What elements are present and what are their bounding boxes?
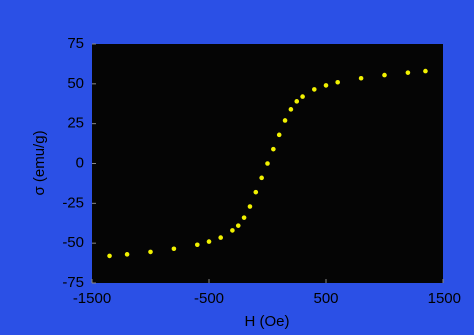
y-tick-label: 75: [67, 35, 84, 52]
data-point: [259, 175, 264, 181]
x-tick-label: 500: [313, 290, 338, 307]
data-point: [282, 118, 288, 123]
data-point: [405, 70, 411, 75]
data-point: [335, 79, 341, 85]
data-point: [294, 99, 300, 104]
y-tick-label: 50: [67, 75, 84, 92]
data-point: [323, 83, 329, 88]
data-point: [218, 235, 223, 240]
data-point: [423, 68, 428, 74]
x-tick-label: -1500: [73, 290, 111, 307]
data-point: [206, 239, 212, 244]
data-point: [288, 107, 294, 112]
data-point: [300, 94, 305, 99]
data-point: [276, 132, 282, 138]
data-point: [382, 72, 387, 78]
y-axis-label: σ (emu/g): [31, 130, 48, 195]
data-point: [271, 146, 276, 152]
x-tick-label: -500: [194, 290, 224, 307]
y-tick-label: -25: [62, 194, 84, 211]
data-point: [247, 204, 253, 209]
data-point: [230, 228, 235, 233]
data-point: [235, 223, 241, 228]
y-tick-label: -50: [62, 234, 84, 251]
data-point: [253, 189, 259, 195]
x-tick-label: 1500: [428, 290, 461, 307]
y-tick-label: -75: [62, 274, 84, 291]
data-point: [195, 242, 200, 248]
data-point: [312, 87, 317, 92]
data-point: [124, 252, 130, 257]
data-point: [148, 249, 153, 255]
data-point: [171, 246, 177, 252]
y-tick-label: 25: [67, 115, 84, 132]
data-point: [107, 253, 112, 259]
data-point: [265, 161, 270, 166]
data-point: [358, 75, 364, 81]
x-axis-label: H (Oe): [245, 313, 290, 330]
y-tick-label: 0: [76, 154, 84, 171]
data-point: [241, 215, 247, 220]
